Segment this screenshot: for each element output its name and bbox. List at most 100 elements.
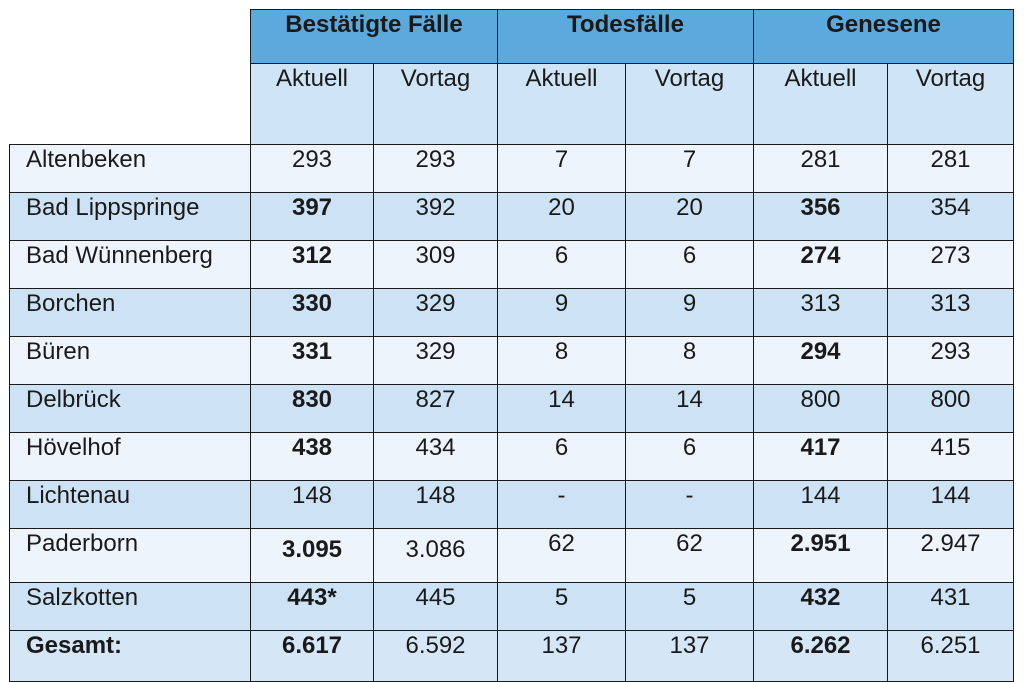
table-row: Bad Wünnenberg 312 309 6 6 274 273 (9, 240, 1014, 289)
value-cell: 6 (625, 240, 754, 289)
group-header-deaths: Todesfälle (497, 9, 754, 64)
subheader-confirmed-previous: Vortag (373, 63, 498, 145)
table-body: Altenbeken 293 293 7 7 281 281 Bad Lippspringe 3… (9, 144, 1014, 682)
value-cell: 3.095 (250, 528, 374, 583)
value-cell: 62 (497, 528, 626, 583)
value-cell: 8 (497, 336, 626, 385)
value-cell: 830 (250, 384, 374, 433)
value-cell: 20 (497, 192, 626, 241)
table-row: Bad Lippspringe 397 392 20 20 356 354 (9, 192, 1014, 241)
value-cell: 309 (373, 240, 498, 289)
value-cell: 14 (497, 384, 626, 433)
value-cell: 6 (497, 432, 626, 481)
table-row: Hövelhof 438 434 6 6 417 415 (9, 432, 1014, 481)
value-cell: 329 (373, 288, 498, 337)
value-cell: 293 (373, 144, 498, 193)
subheader-recovered-current: Aktuell (753, 63, 888, 145)
value-cell: 2.947 (887, 528, 1014, 583)
corner-blank-2 (9, 63, 251, 145)
value-cell: 5 (625, 582, 754, 631)
value-cell: 5 (497, 582, 626, 631)
value-cell: 20 (625, 192, 754, 241)
value-cell: 14 (625, 384, 754, 433)
corner-blank (9, 9, 251, 64)
value-cell: 354 (887, 192, 1014, 241)
table-row: Delbrück 830 827 14 14 800 800 (9, 384, 1014, 433)
value-cell: 3.086 (373, 528, 498, 583)
municipality-name: Hövelhof (9, 432, 251, 481)
municipality-name: Borchen (9, 288, 251, 337)
value-cell: 392 (373, 192, 498, 241)
municipality-name: Salzkotten (9, 582, 251, 631)
value-cell: 293 (887, 336, 1014, 385)
value-cell: 431 (887, 582, 1014, 631)
value-cell: 9 (497, 288, 626, 337)
value-cell: 330 (250, 288, 374, 337)
value-cell: 293 (250, 144, 374, 193)
value-cell: 137 (625, 630, 754, 682)
value-cell: 281 (753, 144, 888, 193)
group-header-recovered: Genesene (753, 9, 1014, 64)
subheader-deaths-current: Aktuell (497, 63, 626, 145)
covid-statistics-table: Bestätigte Fälle Todesfälle Genesene Akt… (9, 9, 1014, 682)
municipality-name: Bad Lippspringe (9, 192, 251, 241)
table-row: Lichtenau 148 148- -144 144 (9, 480, 1014, 529)
subheader-deaths-previous: Vortag (625, 63, 754, 145)
value-cell: 827 (373, 384, 498, 433)
value-cell: 438 (250, 432, 374, 481)
table-row: Paderborn 3.095 3.086 62 62 2.951 2.947 (9, 528, 1014, 583)
value-cell: 443* (250, 582, 374, 631)
value-cell: 313 (753, 288, 888, 337)
municipality-name: Lichtenau (9, 480, 251, 529)
value-cell: 62 (625, 528, 754, 583)
municipality-name: Bad Wünnenberg (9, 240, 251, 289)
value-cell: 144 (753, 480, 888, 529)
subheader-confirmed-current: Aktuell (250, 63, 374, 145)
value-cell: 329 (373, 336, 498, 385)
value-cell: 281 (887, 144, 1014, 193)
value-cell: 6.262 (753, 630, 888, 682)
value-cell: 148 (250, 480, 374, 529)
value-cell: 273 (887, 240, 1014, 289)
value-cell: 6.251 (887, 630, 1014, 682)
table-row: Altenbeken 293 293 7 7 281 281 (9, 144, 1014, 193)
table-row: Borchen 330 329 9 9 313 313 (9, 288, 1014, 337)
value-cell: - (497, 480, 626, 529)
value-cell: 6 (625, 432, 754, 481)
value-cell: 312 (250, 240, 374, 289)
municipality-name: Altenbeken (9, 144, 251, 193)
municipality-name: Büren (9, 336, 251, 385)
value-cell: 417 (753, 432, 888, 481)
value-cell: 445 (373, 582, 498, 631)
value-cell: 356 (753, 192, 888, 241)
subheader-row: Aktuell Vortag Aktuell Vortag Aktuell Vo… (9, 63, 1014, 145)
value-cell: 432 (753, 582, 888, 631)
value-cell: 6.617 (250, 630, 374, 682)
value-cell: 7 (625, 144, 754, 193)
value-cell: 2.951 (753, 528, 888, 583)
subheader-recovered-previous: Vortag (887, 63, 1014, 145)
group-header-row: Bestätigte Fälle Todesfälle Genesene (9, 9, 1014, 64)
value-cell: 434 (373, 432, 498, 481)
table-row: Büren 331 329 8 8 294 293 (9, 336, 1014, 385)
total-row: Gesamt: 6.617 6.592 137 137 6.262 6.251 (9, 630, 1014, 682)
value-cell: 313 (887, 288, 1014, 337)
value-cell: 6 (497, 240, 626, 289)
value-cell: 331 (250, 336, 374, 385)
municipality-name: Delbrück (9, 384, 251, 433)
value-cell: 294 (753, 336, 888, 385)
value-cell: 9 (625, 288, 754, 337)
value-cell: 274 (753, 240, 888, 289)
value-cell: - (625, 480, 754, 529)
value-cell: 8 (625, 336, 754, 385)
table-row: Salzkotten 443* 445 5 5 432 431 (9, 582, 1014, 631)
value-cell: 415 (887, 432, 1014, 481)
value-cell: 144 (887, 480, 1014, 529)
value-cell: 148 (373, 480, 498, 529)
municipality-name: Gesamt: (9, 630, 251, 682)
value-cell: 800 (753, 384, 888, 433)
value-cell: 397 (250, 192, 374, 241)
municipality-name: Paderborn (9, 528, 251, 583)
value-cell: 6.592 (373, 630, 498, 682)
group-header-confirmed: Bestätigte Fälle (250, 9, 498, 64)
